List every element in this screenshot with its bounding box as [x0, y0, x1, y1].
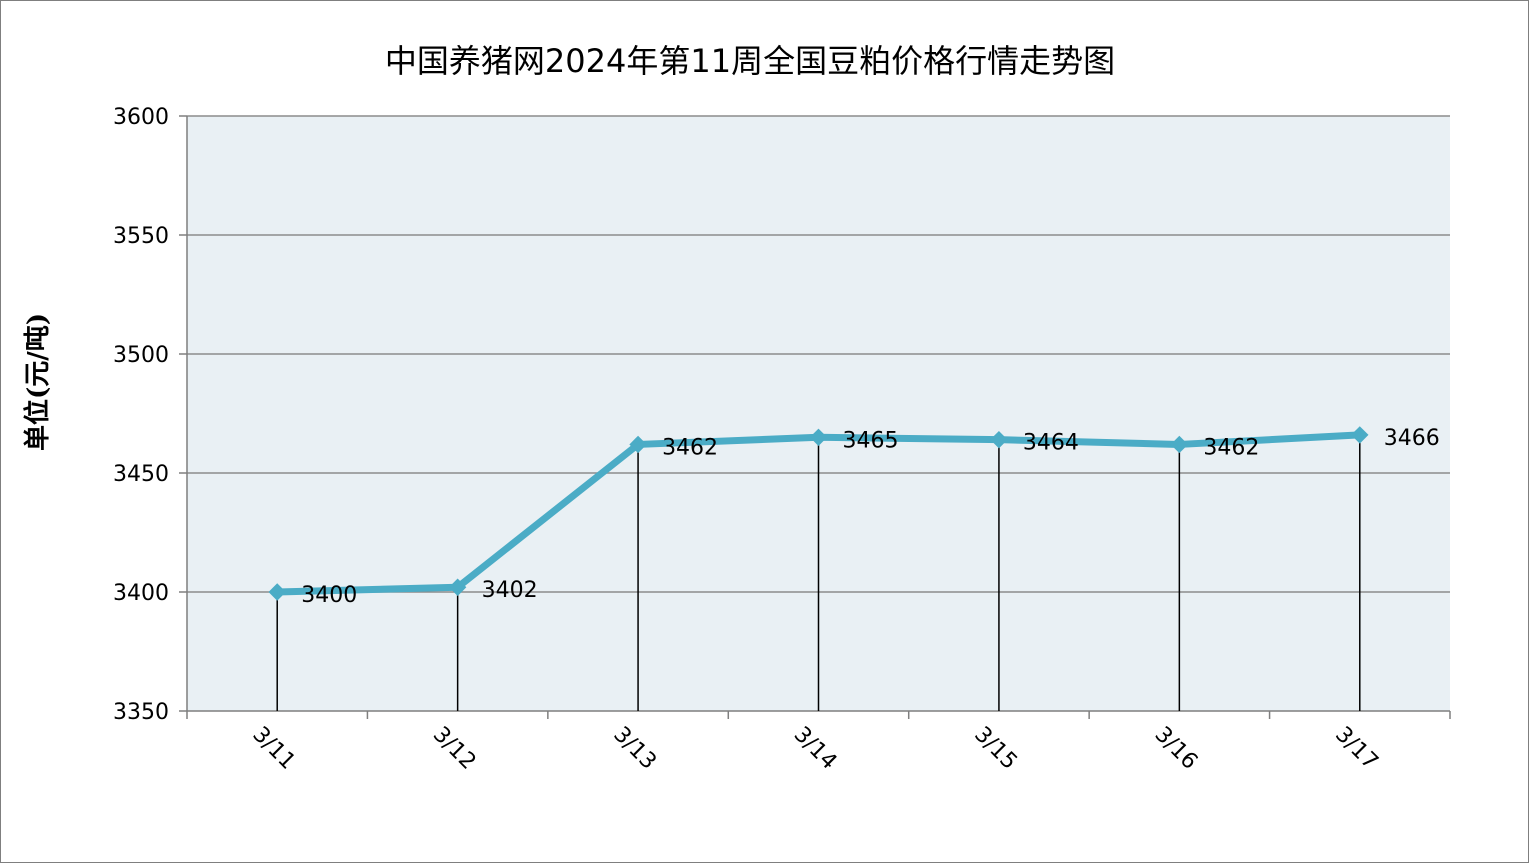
y-tick-label: 3550 — [113, 224, 169, 249]
x-tick-label: 3/14 — [789, 722, 842, 775]
x-tick-label: 3/15 — [969, 722, 1022, 775]
x-tick-label: 3/11 — [248, 722, 301, 775]
data-point-marker — [268, 583, 286, 601]
data-point-marker — [809, 428, 828, 447]
drop-lines — [276, 434, 1361, 711]
data-point-marker — [1351, 426, 1369, 444]
data-point-marker — [1170, 435, 1189, 454]
y-tick-label: 3450 — [113, 462, 169, 487]
data-labels: 3400 3402 3462 3465 3464 3462 3466 — [301, 426, 1440, 608]
chart-title: 中国养猪网2024年第11周全国豆粕价格行情走势图 — [385, 42, 1115, 80]
x-tick-label: 3/13 — [608, 722, 661, 775]
y-tick-label: 3500 — [113, 343, 169, 368]
data-point-marker — [448, 578, 467, 596]
data-label: 3464 — [1023, 431, 1079, 456]
y-tick-label: 3600 — [113, 105, 169, 130]
series — [268, 426, 1369, 601]
x-tick-label: 3/17 — [1330, 722, 1383, 775]
data-label: 3462 — [662, 435, 718, 460]
data-label: 3400 — [301, 583, 357, 608]
y-tick-label: 3350 — [113, 700, 169, 725]
x-tick-label: 3/16 — [1150, 722, 1203, 775]
x-tick-label: 3/12 — [428, 722, 481, 775]
data-label: 3465 — [843, 428, 899, 453]
y-axis-label: 单位(元/吨) — [22, 313, 53, 451]
data-label: 3402 — [482, 578, 538, 603]
data-label: 3466 — [1384, 426, 1440, 451]
y-tick-label: 3400 — [113, 581, 169, 606]
data-point-marker — [629, 435, 647, 454]
data-label: 3462 — [1203, 435, 1259, 460]
data-point-marker — [990, 430, 1008, 449]
